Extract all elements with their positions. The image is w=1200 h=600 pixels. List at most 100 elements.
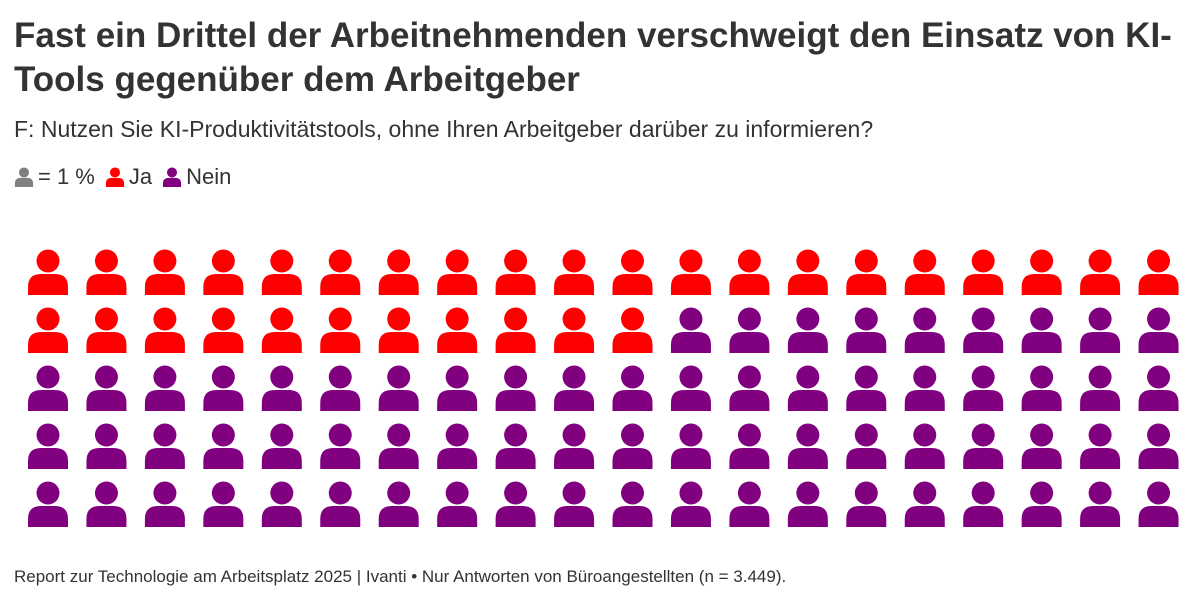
- person-icon-nein: [729, 307, 770, 353]
- person-icon-nein: [1138, 481, 1179, 527]
- person-icon: [14, 167, 34, 187]
- person-icon-nein: [378, 365, 419, 411]
- person-icon-nein: [904, 307, 945, 353]
- person-icon-nein: [554, 365, 595, 411]
- person-icon-ja: [28, 307, 68, 353]
- person-icon-nein: [1021, 307, 1062, 353]
- person-icon-nein: [963, 307, 1004, 353]
- person-icon-nein: [729, 365, 770, 411]
- person-icon-nein: [554, 423, 595, 469]
- person-icon-nein: [495, 365, 536, 411]
- person-icon-nein: [612, 423, 653, 469]
- chart-subtitle: F: Nutzen Sie KI-Produktivitätstools, oh…: [14, 116, 874, 142]
- person-icon-ja: [378, 307, 419, 353]
- person-icon-nein: [261, 481, 302, 527]
- person-icon-nein: [144, 481, 185, 527]
- person-icon-nein: [729, 423, 770, 469]
- person-icon-ja: [1080, 249, 1121, 295]
- person-icon-ja: [261, 249, 302, 295]
- person-icon-nein: [1080, 365, 1121, 411]
- person-icon-ja: [203, 249, 244, 295]
- person-icon-nein: [86, 481, 127, 527]
- person-icon-nein: [787, 307, 828, 353]
- person-icon-nein: [963, 423, 1004, 469]
- person-icon-nein: [437, 481, 478, 527]
- legend-unit: = 1 %: [14, 164, 95, 190]
- person-icon-nein: [28, 481, 68, 527]
- person-icon-nein: [670, 365, 711, 411]
- person-icon-ja: [261, 307, 302, 353]
- person-icon-ja: [28, 249, 68, 295]
- person-icon-ja: [729, 249, 770, 295]
- person-icon-nein: [320, 423, 361, 469]
- person-icon-ja: [787, 249, 828, 295]
- person-icon-ja: [1021, 249, 1062, 295]
- person-icon-nein: [203, 423, 244, 469]
- person-icon-ja: [963, 249, 1004, 295]
- person-icon-ja: [86, 307, 127, 353]
- person-icon-nein: [729, 481, 770, 527]
- person-icon-nein: [1080, 481, 1121, 527]
- person-icon-ja: [144, 249, 185, 295]
- person-icon-nein: [1021, 481, 1062, 527]
- legend-item-nein: Nein: [162, 164, 231, 190]
- person-icon-ja: [495, 249, 536, 295]
- legend-label-nein: Nein: [186, 164, 232, 189]
- person-icon-nein: [787, 365, 828, 411]
- person-icon-nein: [1080, 423, 1121, 469]
- person-icon-nein: [612, 481, 653, 527]
- person-icon-ja: [378, 249, 419, 295]
- person-icon-nein: [670, 481, 711, 527]
- person-icon-ja: [437, 249, 478, 295]
- person-icon-nein: [670, 307, 711, 353]
- person-icon-nein: [28, 423, 68, 469]
- person-icon-nein: [1021, 423, 1062, 469]
- person-icon-nein: [1080, 307, 1121, 353]
- person-icon-ja: [320, 249, 361, 295]
- person-icon-ja: [612, 307, 653, 353]
- person-icon-nein: [904, 481, 945, 527]
- person-icon-nein: [612, 365, 653, 411]
- person-icon-nein: [495, 481, 536, 527]
- person-icon-nein: [1138, 307, 1179, 353]
- person-icon: [163, 167, 182, 187]
- person-icon-nein: [86, 365, 127, 411]
- person-icon: [105, 167, 124, 187]
- person-icon-nein: [86, 423, 127, 469]
- person-icon-nein: [670, 423, 711, 469]
- person-icon-nein: [846, 481, 887, 527]
- person-icon-nein: [495, 423, 536, 469]
- person-icon-ja: [437, 307, 478, 353]
- person-icon-nein: [437, 365, 478, 411]
- person-icon-nein: [144, 365, 185, 411]
- person-icon-nein: [437, 423, 478, 469]
- chart-title: Fast ein Drittel der Arbeitnehmenden ver…: [14, 16, 1172, 99]
- person-icon-nein: [787, 481, 828, 527]
- legend-item-ja: Ja: [105, 164, 152, 190]
- person-icon-ja: [554, 249, 595, 295]
- person-icon-ja: [86, 249, 127, 295]
- person-icon-nein: [261, 365, 302, 411]
- person-icon-nein: [203, 481, 244, 527]
- person-icon-ja: [846, 249, 887, 295]
- person-icon-nein: [144, 423, 185, 469]
- person-icon-nein: [1021, 365, 1062, 411]
- person-icon-nein: [320, 481, 361, 527]
- person-icon-nein: [846, 307, 887, 353]
- person-icon-ja: [1138, 249, 1179, 295]
- person-icon-nein: [378, 481, 419, 527]
- person-icon-nein: [846, 365, 887, 411]
- person-icon-nein: [787, 423, 828, 469]
- person-icon-ja: [670, 249, 711, 295]
- person-icon-nein: [261, 423, 302, 469]
- person-icon-nein: [904, 365, 945, 411]
- person-icon-ja: [904, 249, 945, 295]
- person-icon-ja: [144, 307, 185, 353]
- legend-label-ja: Ja: [128, 164, 153, 189]
- person-icon-ja: [554, 307, 595, 353]
- person-icon-ja: [320, 307, 361, 353]
- person-icon-nein: [378, 423, 419, 469]
- legend-unit-label: = 1 %: [38, 164, 95, 189]
- person-icon-nein: [28, 365, 68, 411]
- person-icon-ja: [612, 249, 653, 295]
